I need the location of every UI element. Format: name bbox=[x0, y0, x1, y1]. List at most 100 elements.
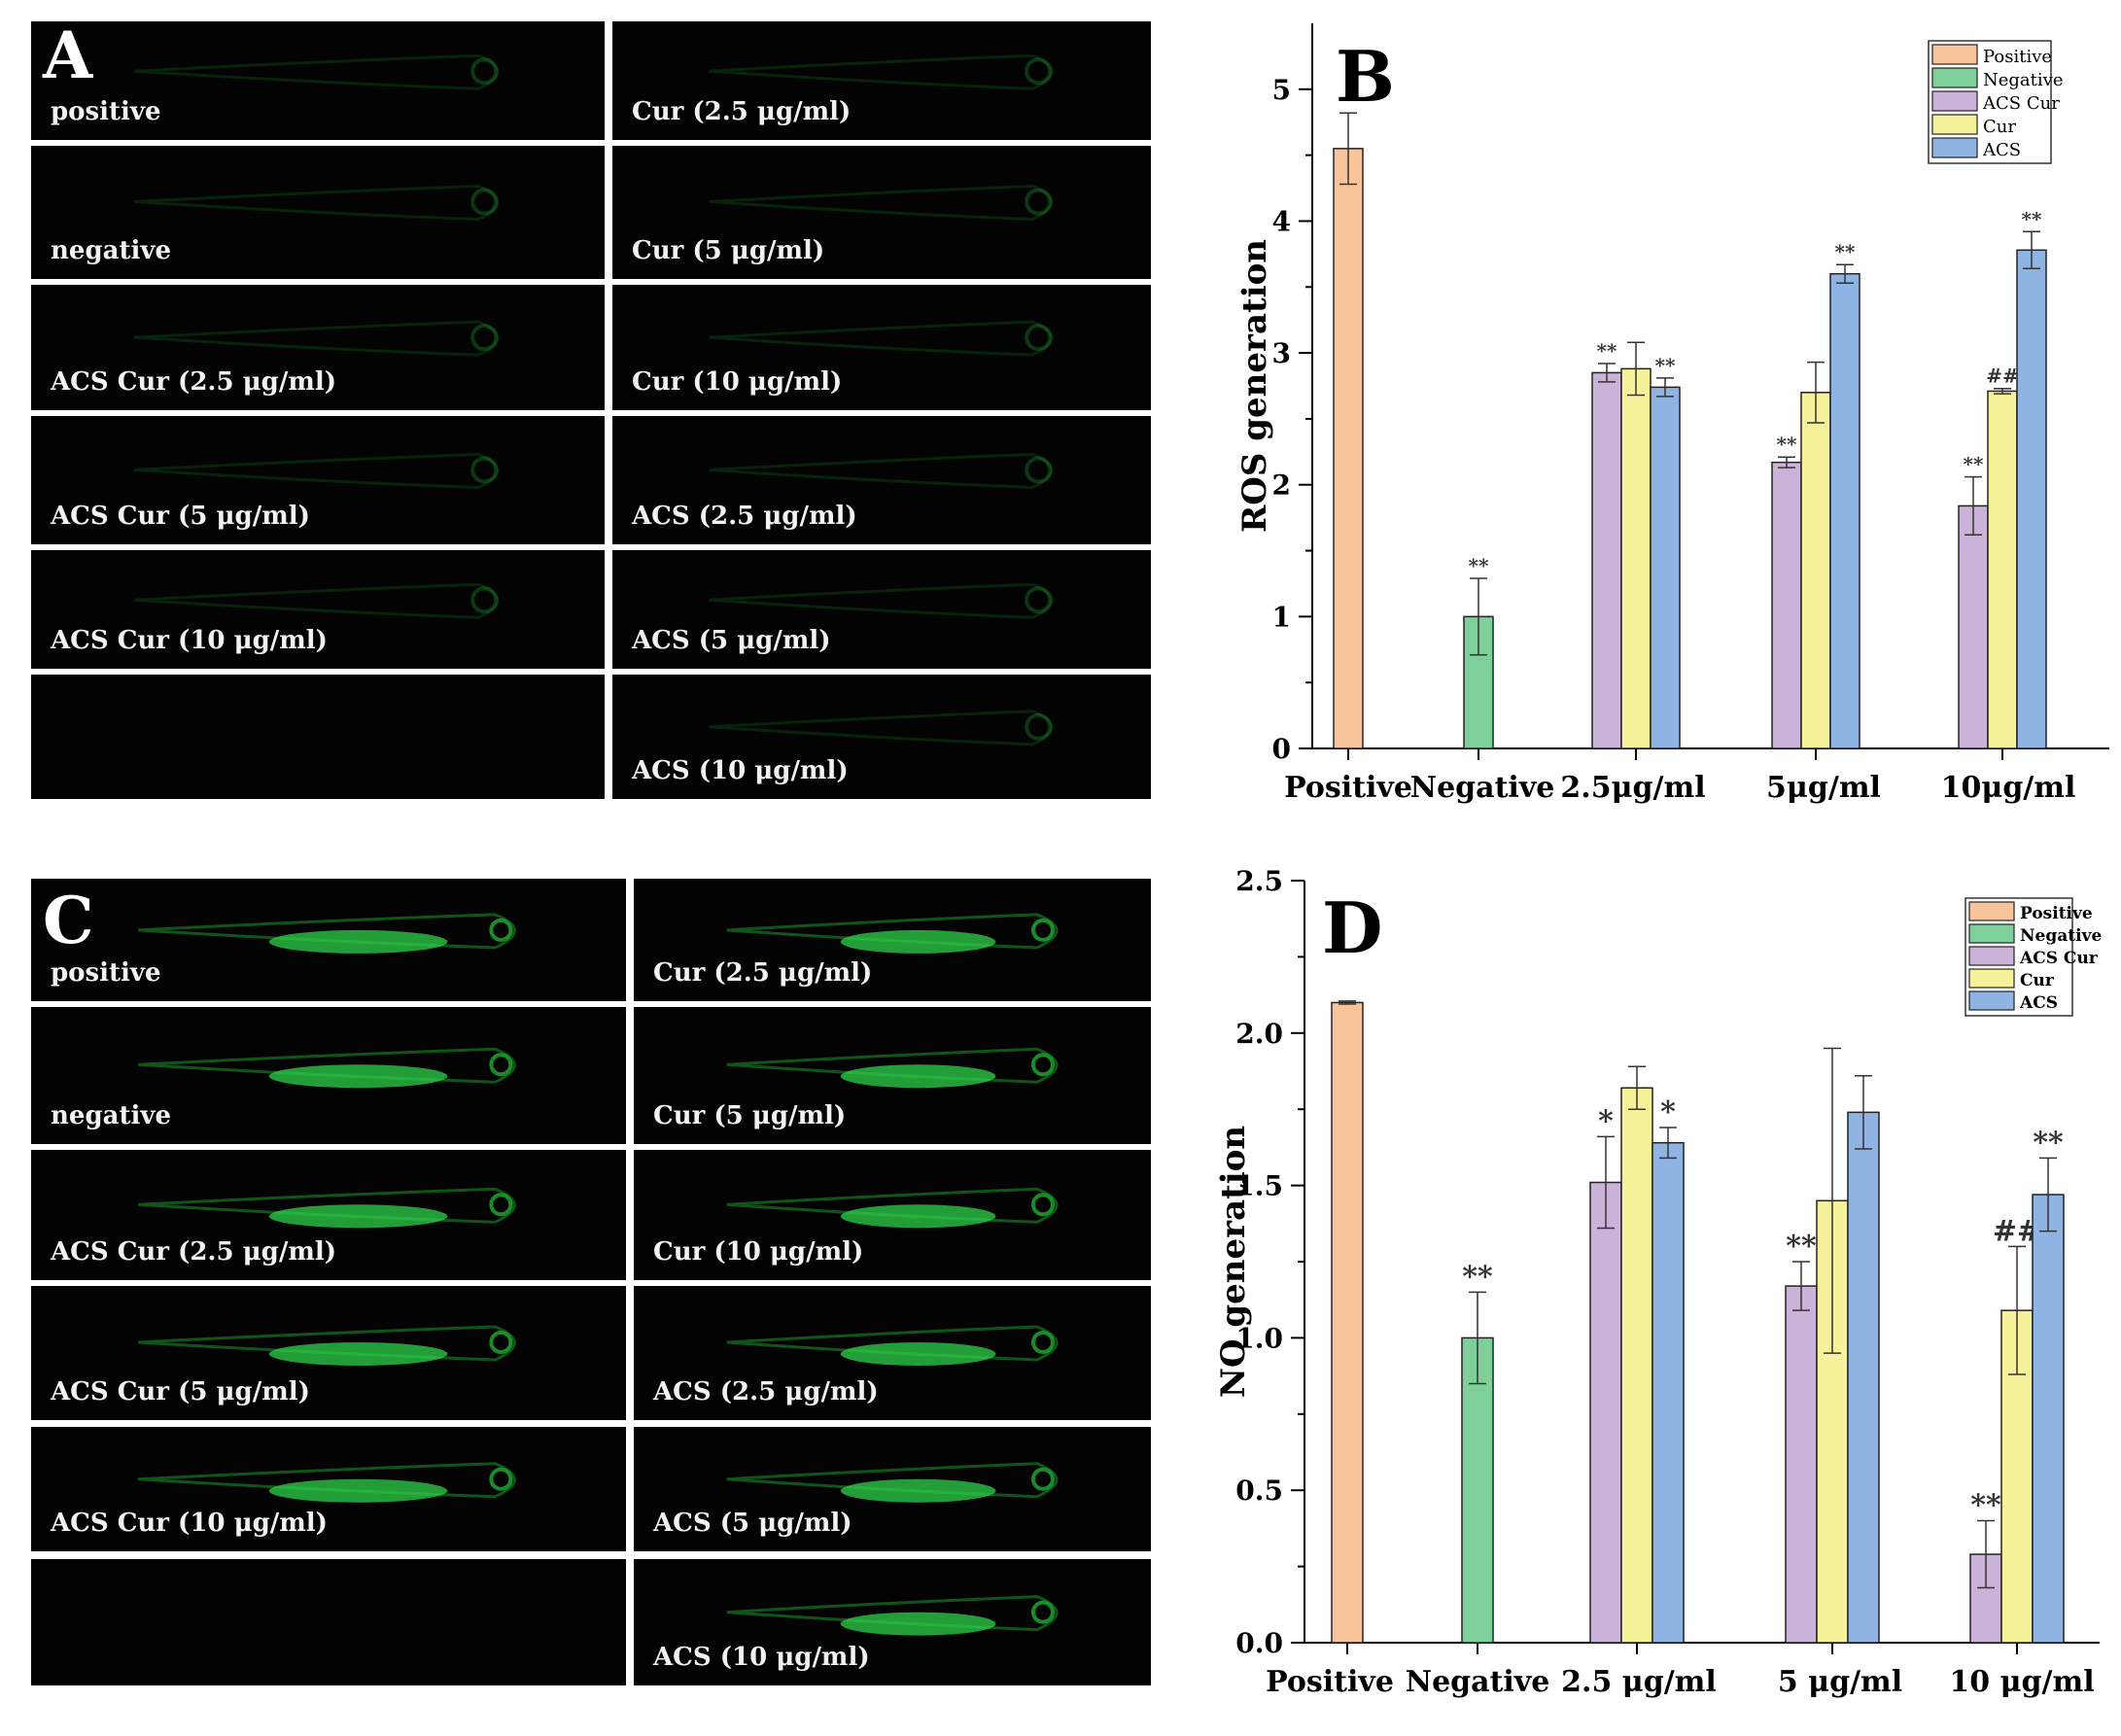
fish-yolk-glow bbox=[268, 1478, 448, 1503]
fish-image-tile: ACS (10 μg/ml) bbox=[612, 675, 1151, 799]
significance-mark: * bbox=[1598, 1104, 1614, 1138]
fish-eye bbox=[470, 324, 499, 352]
fish-image-tile: ACS (5 μg/ml) bbox=[612, 550, 1151, 669]
tile-label: ACS Cur (5 μg/ml) bbox=[51, 502, 310, 531]
tile-label: positive bbox=[51, 958, 161, 988]
fish-body-outline bbox=[709, 582, 1054, 619]
significance-mark: ** bbox=[1835, 240, 1856, 263]
legend-swatch bbox=[1931, 44, 1978, 65]
fish-yolk-glow bbox=[268, 1204, 448, 1229]
significance-mark: ** bbox=[1655, 354, 1676, 377]
y-tick-label: 3 bbox=[1272, 337, 1291, 369]
fish-image-tile: ACS (10 μg/ml) bbox=[634, 1559, 1151, 1685]
x-category-label: Negative bbox=[1406, 1665, 1550, 1699]
y-axis-label: NO generation bbox=[1214, 1126, 1253, 1398]
legend-swatch bbox=[1931, 137, 1978, 158]
fish-eye bbox=[489, 1053, 513, 1077]
fish-image-tile: Cur (5 μg/ml) bbox=[634, 1007, 1151, 1144]
error-bar bbox=[1778, 456, 1795, 469]
error-bar bbox=[1824, 1047, 1841, 1354]
fish-yolk-glow bbox=[268, 1064, 448, 1089]
fish-eye bbox=[1025, 57, 1053, 86]
x-category-label: Positive bbox=[1284, 771, 1412, 805]
y-tick-label: 4 bbox=[1272, 205, 1291, 237]
tile-label: Cur (10 μg/ml) bbox=[632, 367, 843, 397]
error-bar bbox=[1469, 1291, 1486, 1385]
error-bar bbox=[1792, 1261, 1810, 1311]
fish-eye bbox=[489, 918, 513, 942]
legend-label: Cur bbox=[2020, 971, 2055, 990]
fish-eye bbox=[1030, 1193, 1055, 1217]
x-category-label: Negative bbox=[1410, 771, 1555, 805]
error-bar bbox=[2039, 1157, 2057, 1233]
bar bbox=[1589, 1181, 1622, 1644]
fish-yolk-glow bbox=[840, 1064, 996, 1089]
tile-label: Cur (5 μg/ml) bbox=[653, 1101, 847, 1130]
error-bar bbox=[1994, 387, 2011, 395]
tile-label: negative bbox=[51, 1101, 172, 1130]
y-tick-label: 2.0 bbox=[1235, 1018, 1283, 1050]
significance-mark: ** bbox=[1777, 433, 1797, 456]
zebrafish-fluorescence-image bbox=[138, 1462, 516, 1503]
fish-image-tile: Cur (10 μg/ml) bbox=[612, 285, 1151, 410]
tile-label: ACS (2.5 μg/ml) bbox=[632, 502, 857, 531]
legend-label: ACS Cur bbox=[2019, 949, 2099, 968]
bar bbox=[1829, 272, 1860, 749]
zebrafish-fluorescence-image bbox=[726, 1595, 1059, 1636]
zebrafish-fluorescence-image bbox=[138, 913, 516, 954]
zebrafish-fluorescence-image bbox=[138, 1325, 516, 1366]
zebrafish-fluorescence-image bbox=[134, 452, 500, 489]
legend-swatch bbox=[1968, 968, 2015, 989]
zebrafish-fluorescence-image bbox=[726, 1047, 1059, 1089]
fish-body-outline bbox=[709, 452, 1054, 489]
bar bbox=[1591, 371, 1622, 749]
zebrafish-fluorescence-image bbox=[709, 582, 1054, 619]
zebrafish-fluorescence-image bbox=[709, 452, 1054, 489]
bar bbox=[1461, 1337, 1494, 1644]
tile-label: positive bbox=[51, 97, 161, 126]
fish-eye bbox=[489, 1330, 513, 1354]
legend-label: Positive bbox=[2020, 904, 2093, 923]
bar bbox=[2032, 1194, 2065, 1644]
fish-yolk-glow bbox=[840, 1612, 996, 1636]
y-tick-label: 2 bbox=[1272, 469, 1291, 502]
y-tick-label: 1.5 bbox=[1235, 1170, 1283, 1202]
y-tick-label: 1 bbox=[1272, 601, 1291, 633]
fish-image-tile: ACS Cur (10 μg/ml) bbox=[31, 1427, 626, 1551]
fish-eye bbox=[1025, 456, 1053, 484]
fish-image-tile: ACS Cur (2.5 μg/ml) bbox=[31, 285, 605, 410]
fish-image-tile: negative bbox=[31, 146, 605, 279]
y-axis-label: ROS generation bbox=[1235, 239, 1274, 533]
fish-eye bbox=[1030, 1467, 1055, 1491]
y-tick-label: 0.5 bbox=[1235, 1475, 1283, 1507]
fish-eye bbox=[1030, 1330, 1055, 1354]
x-category-label: 5μg/ml bbox=[1766, 771, 1881, 805]
error-bar bbox=[1628, 1065, 1646, 1110]
zebrafish-fluorescence-image bbox=[134, 320, 500, 357]
fish-body-outline bbox=[134, 582, 500, 619]
tile-label: ACS Cur (2.5 μg/ml) bbox=[51, 367, 337, 397]
bar bbox=[1785, 1285, 1818, 1644]
bar bbox=[1650, 386, 1681, 749]
error-bar bbox=[1836, 263, 1854, 284]
x-category-label: 2.5μg/ml bbox=[1560, 771, 1705, 805]
fish-body-outline bbox=[134, 185, 500, 222]
legend-label: Positive bbox=[1983, 47, 2052, 67]
fish-yolk-glow bbox=[840, 1204, 996, 1229]
zebrafish-fluorescence-image bbox=[726, 1325, 1059, 1366]
bar bbox=[1333, 148, 1364, 749]
error-bar bbox=[2023, 230, 2040, 270]
error-bar bbox=[1598, 363, 1616, 383]
bar bbox=[1771, 461, 1802, 749]
x-category-label: 2.5 μg/ml bbox=[1561, 1665, 1717, 1699]
tile-label: ACS (10 μg/ml) bbox=[653, 1643, 870, 1672]
tile-label: ACS (5 μg/ml) bbox=[653, 1509, 852, 1538]
x-category-label: 10 μg/ml bbox=[1949, 1665, 2094, 1699]
significance-mark: ** bbox=[2022, 207, 2042, 230]
bar bbox=[1958, 504, 1989, 749]
y-tick-label: 2.5 bbox=[1235, 865, 1283, 897]
bar bbox=[1800, 392, 1831, 749]
zebrafish-fluorescence-image bbox=[709, 710, 1054, 746]
significance-mark: ** bbox=[2033, 1126, 2064, 1160]
